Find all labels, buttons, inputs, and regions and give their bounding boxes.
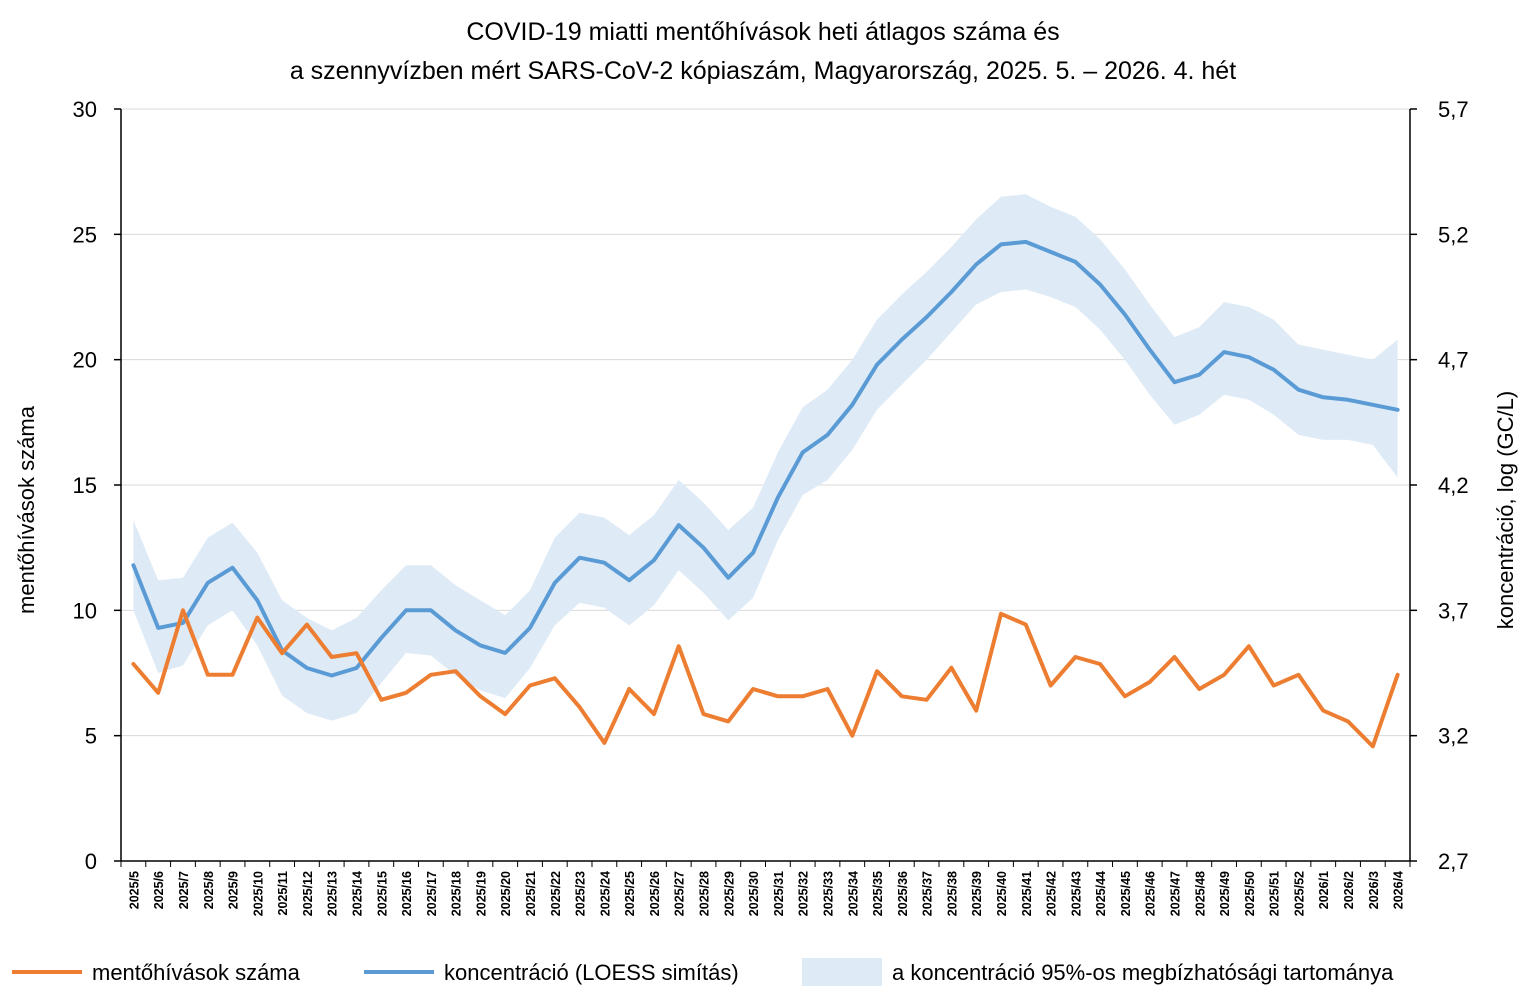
x-tick-label: 2025/34 [846, 871, 860, 916]
y-tick-label-right: 3,2 [1438, 724, 1469, 749]
x-tick-label: 2025/5 [127, 871, 141, 909]
x-tick-label: 2025/12 [301, 871, 315, 916]
x-tick-label: 2025/31 [772, 871, 786, 916]
chart-title-line-1: COVID-19 miatti mentőhívások heti átlago… [466, 18, 1059, 46]
chart-title-line-2: a szennyvízben mért SARS-CoV-2 kópiaszám… [290, 57, 1236, 85]
x-tick-label: 2025/6 [152, 871, 166, 909]
x-tick-label: 2025/37 [921, 871, 935, 916]
x-tick-label: 2026/4 [1392, 871, 1406, 909]
x-tick-label: 2025/8 [202, 871, 216, 909]
x-tick-label: 2025/24 [598, 871, 612, 916]
y-ticks-left: 0 5 10 15 20 25 30 [73, 97, 97, 874]
y-tick-label-left: 0 [85, 849, 97, 874]
y-tick-label-right: 4,2 [1438, 473, 1469, 498]
x-tick-label: 2026/2 [1342, 871, 1356, 909]
x-tick-label: 2025/11 [276, 871, 290, 916]
y-tick-label-left: 5 [85, 724, 97, 749]
legend: mentőhívások száma koncentráció (LOESS s… [12, 958, 1394, 986]
x-tick-label: 2025/23 [574, 871, 588, 916]
y-tick-label-left: 30 [73, 97, 97, 122]
x-tick-label: 2025/39 [970, 871, 984, 916]
x-tick-label: 2025/47 [1169, 871, 1183, 916]
x-tick-label: 2025/17 [425, 871, 439, 916]
x-tick-label: 2025/41 [1020, 871, 1034, 916]
x-tick-label: 2025/30 [747, 871, 761, 916]
x-tick-label: 2025/45 [1119, 871, 1133, 916]
x-tick-label: 2025/27 [673, 871, 687, 916]
confidence-band [133, 194, 1398, 721]
x-tick-label: 2025/43 [1069, 871, 1083, 916]
x-tick-label: 2025/19 [474, 871, 488, 916]
legend-label-band: a koncentráció 95%-os megbízhatósági tar… [892, 960, 1394, 985]
y-ticks-right: 2,7 3,2 3,7 4,2 4,7 5,2 5,7 [1438, 97, 1469, 874]
x-tick-label: 2025/51 [1268, 871, 1282, 916]
x-tick-label: 2025/52 [1292, 871, 1306, 916]
x-tick-label: 2025/9 [227, 871, 241, 909]
x-tick-label: 2025/32 [797, 871, 811, 916]
x-tick-label: 2025/26 [648, 871, 662, 916]
x-tick-label: 2025/13 [326, 871, 340, 916]
series-layer [131, 239, 1400, 749]
x-tick-label: 2026/1 [1317, 871, 1331, 909]
x-tick-label: 2025/33 [821, 871, 835, 916]
legend-label-loess: koncentráció (LOESS simítás) [444, 960, 739, 985]
x-tick-label: 2025/46 [1144, 871, 1158, 916]
x-tick-label: 2025/38 [945, 871, 959, 916]
y-tick-label-right: 2,7 [1438, 849, 1469, 874]
x-tick-label: 2025/18 [450, 871, 464, 916]
legend-swatch-band [802, 958, 882, 986]
x-tick-label: 2025/14 [350, 871, 364, 916]
series-line-calls [131, 608, 1400, 749]
y-tick-label-left: 25 [73, 222, 97, 247]
x-tick-label: 2025/44 [1094, 871, 1108, 916]
y-tick-label-left: 15 [73, 473, 97, 498]
x-tick-label: 2025/35 [871, 871, 885, 916]
y-axis-label-left: mentőhívások száma [14, 405, 39, 614]
x-tick-label: 2025/22 [549, 871, 563, 916]
x-tick-label: 2025/16 [400, 871, 414, 916]
y-axis-label-right: koncentráció, log (GC/L) [1493, 391, 1518, 629]
x-tick-label: 2025/40 [995, 871, 1009, 916]
x-tick-label: 2025/29 [722, 871, 736, 916]
y-tick-label-left: 20 [73, 348, 97, 373]
x-tick-label: 2025/10 [251, 871, 265, 916]
x-tick-label: 2025/15 [375, 871, 389, 916]
x-tick-label: 2025/42 [1045, 871, 1059, 916]
x-tick-label: 2025/28 [698, 871, 712, 916]
y-tick-label-right: 5,7 [1438, 97, 1469, 122]
x-tick-label: 2026/3 [1367, 871, 1381, 909]
x-tick-label: 2025/36 [896, 871, 910, 916]
x-tick-label: 2025/7 [177, 871, 191, 909]
x-tick-label: 2025/50 [1243, 871, 1257, 916]
x-tick-label: 2025/25 [623, 871, 637, 916]
y-tick-label-left: 10 [73, 598, 97, 623]
series-line-concentration [131, 239, 1400, 678]
x-tick-label: 2025/48 [1193, 871, 1207, 916]
x-tick-label: 2025/49 [1218, 871, 1232, 916]
x-ticks: 2025/5 2025/6 2025/7 2025/8 2025/9 2025/10 202… [120, 861, 1411, 916]
x-tick-label: 2025/20 [499, 871, 513, 916]
legend-label-calls: mentőhívások száma [92, 960, 301, 985]
y-tick-label-right: 5,2 [1438, 222, 1469, 247]
x-tick-label: 2025/21 [524, 871, 538, 916]
y-tick-label-right: 4,7 [1438, 348, 1469, 373]
y-tick-label-right: 3,7 [1438, 598, 1469, 623]
